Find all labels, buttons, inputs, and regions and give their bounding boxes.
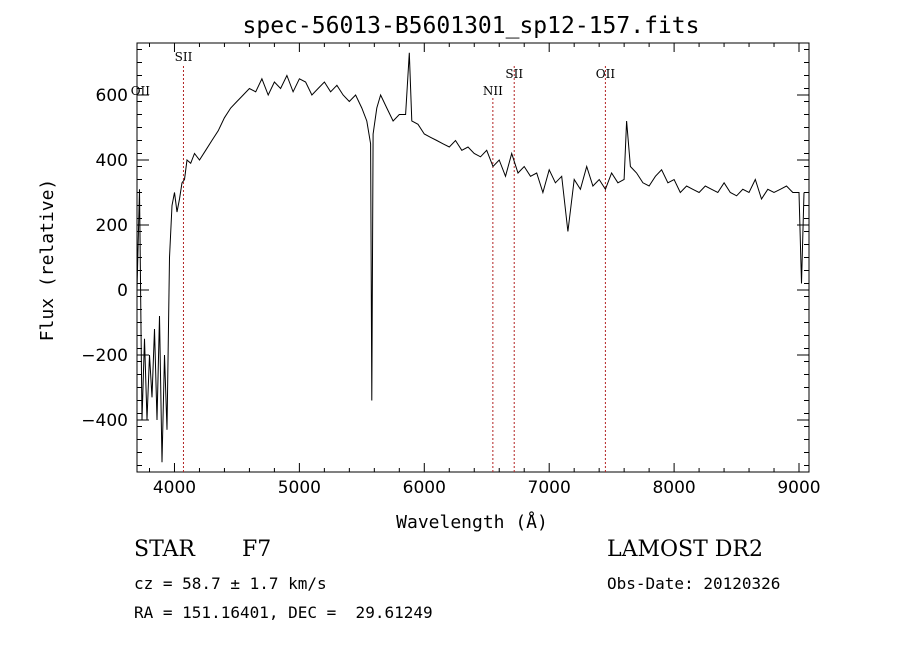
y-tick-label: 200 [96,216,128,236]
y-tick-label: −200 [81,346,128,366]
axis-ticks [137,43,809,472]
x-tick-label: 9000 [777,478,820,498]
x-tick-label: 7000 [528,478,571,498]
cz-value: cz = 58.7 ± 1.7 km/s [134,574,327,593]
y-tick-label: −400 [81,411,128,431]
x-tick-label: 4000 [153,478,196,498]
x-tick-labels: 4000 5000 6000 7000 8000 9000 [153,478,821,498]
spectrum-series [136,52,805,463]
obs-date: Obs-Date: 20120326 [607,574,781,593]
object-class: STAR [134,537,195,562]
y-tick-label: 400 [96,151,128,171]
x-tick-label: 6000 [403,478,446,498]
y-axis-label: Flux (relative) [37,179,58,342]
chart-title: spec-56013-B5601301_sp12-157.fits [243,13,700,39]
x-axis-label: Wavelength (Å) [396,511,548,533]
plot-frame [136,42,810,473]
y-tick-labels: −400 −200 0 200 400 600 [81,86,128,431]
object-subclass: F7 [242,537,272,562]
line-label: SII [505,67,523,81]
line-label: OII [596,67,616,81]
survey-name: LAMOST DR2 [607,537,763,562]
y-tick-label: 0 [117,281,128,301]
radec-value: RA = 151.16401, DEC = 29.61249 [134,603,433,622]
line-label: OII [131,84,151,98]
x-tick-label: 5000 [278,478,321,498]
x-tick-label: 8000 [652,478,695,498]
y-tick-label: 600 [96,86,128,106]
line-label: SII [175,50,193,64]
line-label: NII [483,84,503,98]
